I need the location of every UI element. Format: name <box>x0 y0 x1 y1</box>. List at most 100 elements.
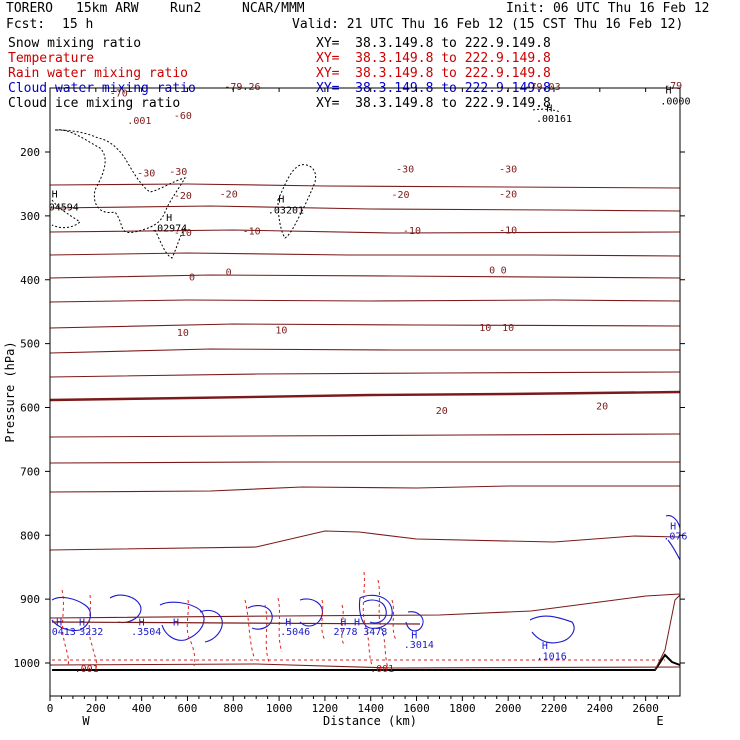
rain-water-contour <box>321 599 326 641</box>
rain-water-contour <box>244 599 256 661</box>
contour-label: -70 <box>110 89 128 100</box>
extremum-label: .1016 <box>537 651 567 662</box>
extremum-label: .001 <box>75 664 99 675</box>
x-axis: 0 200 400 600 800 1000 1200 1400 1600 1800 2000 220… <box>47 88 670 715</box>
isotherm-line <box>49 663 681 669</box>
y-axis-label: Pressure (hPa) <box>3 341 17 442</box>
contour-label: -30 <box>137 168 155 179</box>
header-valid: Valid: 21 UTC Thu 16 Feb 12 (15 CST Thu … <box>292 17 684 32</box>
isotherm-line <box>49 274 681 279</box>
extremum-label: .02974 <box>151 223 187 234</box>
extremum-label: H <box>285 617 291 628</box>
contour-label: 10 <box>177 328 189 339</box>
contour-label: -60 <box>174 111 192 122</box>
contour-label: -10 <box>243 227 261 238</box>
x-tick-label: 600 <box>178 702 198 715</box>
y-tick-label: 200 <box>20 146 40 159</box>
legend-snow: Snow mixing ratio <box>8 36 142 51</box>
extremum-label: .001 <box>370 664 394 675</box>
extremum-label: .076 <box>663 531 687 542</box>
rain-water-contour <box>391 599 397 641</box>
extremum-label: .3014 <box>404 640 434 651</box>
contour-label: -30 <box>169 167 187 178</box>
isotherm-line <box>49 348 680 354</box>
legend-snow-xy: XY= 38.3.149.8 to 222.9.149.8 <box>316 36 551 51</box>
x-tick-label: 2200 <box>541 702 568 715</box>
cloud-water-contour <box>159 601 205 641</box>
contour-label: -20 <box>391 190 409 201</box>
contour-label: -30 <box>499 165 517 176</box>
contour-label: 10 <box>275 326 287 337</box>
plot-frame <box>49 87 681 697</box>
extremum-label: 3478 <box>363 627 387 638</box>
contour-label: -20 <box>220 190 238 201</box>
contour-label: .001 <box>127 116 151 127</box>
extremum-label: H <box>56 617 62 628</box>
contour-label-layer: -79.26 -79.03 -79-70.001 -60-30 -30 -30 -30-20… <box>49 81 691 675</box>
extremum-label: H <box>411 630 417 641</box>
rain-water-contour <box>377 579 389 669</box>
header-model: TORERO <box>6 1 53 16</box>
x-axis-label: Distance (km) <box>323 714 417 728</box>
legend-cloud-ice: Cloud ice mixing ratio <box>8 96 181 111</box>
contour-label: 0 <box>501 266 507 277</box>
extremum-label: H <box>52 190 58 201</box>
y-tick-label: 900 <box>20 593 40 606</box>
isotherm-line <box>49 371 681 378</box>
rain-water-contour <box>88 594 97 669</box>
extremum-label: .3504 <box>131 627 161 638</box>
decorative-contours <box>51 108 681 671</box>
extremum-label: 2778 <box>333 627 357 638</box>
extremum-label: 04594 <box>49 202 79 213</box>
cloud-ice-contour <box>54 129 186 234</box>
isotherm-line <box>51 621 421 625</box>
cloud-ice-contour <box>154 227 186 259</box>
legend-rain-xy: XY= 38.3.149.8 to 222.9.149.8 <box>316 66 551 81</box>
contour-label: 10 <box>479 323 491 334</box>
legend-temperature-xy: XY= 38.3.149.8 to 222.9.149.8 <box>316 51 551 66</box>
cloud-ice-contour <box>532 108 561 113</box>
rain-water-contour <box>186 599 196 667</box>
extremum-label: H <box>670 522 676 533</box>
contour-label: 0 <box>489 266 495 277</box>
contour-label: -10 <box>499 225 517 236</box>
extremum-label: H <box>278 195 284 206</box>
isotherm-line <box>654 594 681 671</box>
y-tick-label: 800 <box>20 529 40 542</box>
extremum-label: H <box>542 641 548 652</box>
contour-label: -20 <box>174 191 192 202</box>
isotherm-line <box>49 433 681 438</box>
y-tick-label: 300 <box>20 210 40 223</box>
isotherm-line <box>49 299 681 303</box>
cloud-water-contour <box>247 605 273 630</box>
x-tick-label: 1200 <box>312 702 339 715</box>
cloud-ice-contour <box>277 164 317 239</box>
contour-label: -10 <box>403 226 421 237</box>
isotherm-line <box>49 252 681 257</box>
header-org: NCAR/MMM <box>242 1 305 16</box>
x-tick-label: 2600 <box>632 702 659 715</box>
extremum-label: H <box>173 617 179 628</box>
cloud-water-contour <box>199 609 223 643</box>
rain-water-contour <box>362 571 373 666</box>
contour-label: 0 <box>226 267 232 278</box>
extremum-label: H <box>79 617 85 628</box>
x-tick-label: 400 <box>132 702 152 715</box>
extremum-label: 0413 <box>52 627 76 638</box>
legend-temperature: Temperature <box>8 51 95 66</box>
contour-label: -20 <box>499 190 517 201</box>
y-tick-label: 400 <box>20 274 40 287</box>
legend-rain: Rain water mixing ratio <box>8 66 189 81</box>
rain-water-contour <box>341 604 345 646</box>
cloud-water-contour <box>363 599 387 624</box>
contour-label: -79 <box>664 81 682 92</box>
legend-cloud-ice-xy: XY= 38.3.149.8 to 222.9.149.8 <box>316 96 551 111</box>
x-tick-label: 1600 <box>403 702 430 715</box>
isotherm-line <box>49 323 681 329</box>
isotherm-line <box>49 205 681 212</box>
isotherm-line <box>49 229 681 234</box>
header-fcst-value: 15 h <box>62 17 94 32</box>
x-tick-label: 2400 <box>587 702 614 715</box>
cloud-water-contour <box>299 598 323 627</box>
